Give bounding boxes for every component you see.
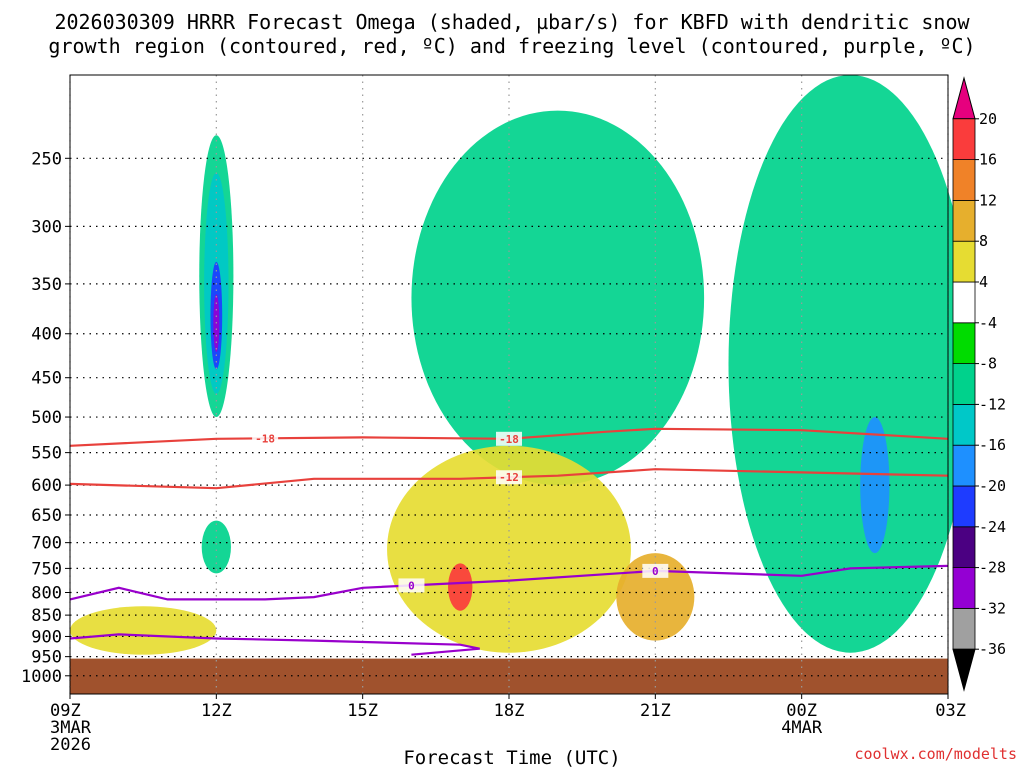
colorbar-segment-8 <box>953 323 975 364</box>
x-tick-label-6: 15Z <box>347 701 378 721</box>
colorbar: -36 -32 -28 -24 -20 -16 -12 -8 -4 4 8 12 16 20 <box>953 78 1006 690</box>
contour-label-0-0: -18 <box>255 432 275 445</box>
y-tick-label-800: 800 <box>31 583 62 603</box>
x-axis-label: Forecast Time (UTC) <box>403 747 620 768</box>
y-tick-label-250: 250 <box>31 149 62 169</box>
colorbar-label-13: 20 <box>979 110 997 128</box>
colorbar-label-1: -32 <box>979 599 1006 617</box>
colorbar-label-6: -12 <box>979 395 1006 413</box>
ground-fill <box>70 659 948 694</box>
omega-region-10 <box>70 606 216 654</box>
omega-region-7 <box>860 417 889 553</box>
colorbar-segment-9 <box>953 282 975 323</box>
colorbar-segment-1 <box>953 608 975 649</box>
colorbar-label-5: -16 <box>979 436 1006 454</box>
contour-label-2-0: 0 <box>408 579 415 592</box>
colorbar-label-8: -4 <box>979 314 997 332</box>
y-tick-label-950: 950 <box>31 648 62 668</box>
colorbar-segment-7 <box>953 364 975 405</box>
colorbar-segment-2 <box>953 568 975 609</box>
colorbar-segment-12 <box>953 160 975 201</box>
colorbar-label-0: -36 <box>979 640 1006 658</box>
colorbar-segment-4 <box>953 486 975 527</box>
y-tick-label-900: 900 <box>31 627 62 647</box>
y-tick-label-500: 500 <box>31 408 62 428</box>
omega-region-9 <box>448 563 472 610</box>
x-tick-sub2-0: 2026 <box>50 735 91 755</box>
x-tick-label-9: 18Z <box>494 701 525 721</box>
contour-label-0-1: -18 <box>499 433 519 446</box>
y-tick-label-450: 450 <box>31 369 62 389</box>
y-tick-label-600: 600 <box>31 476 62 496</box>
y-tick-label-300: 300 <box>31 217 62 237</box>
colorbar-bottom-arrow <box>953 649 975 690</box>
x-tick-label-18: 03Z <box>935 701 966 721</box>
colorbar-label-2: -28 <box>979 559 1006 577</box>
colorbar-label-7: -8 <box>979 355 997 373</box>
colorbar-label-10: 8 <box>979 232 988 250</box>
colorbar-segment-10 <box>953 241 975 282</box>
colorbar-label-11: 12 <box>979 191 997 209</box>
colorbar-label-9: 4 <box>979 273 988 291</box>
omega-region-4 <box>202 521 231 574</box>
y-tick-label-1000: 1000 <box>21 667 62 687</box>
colorbar-segment-3 <box>953 527 975 568</box>
y-tick-label-850: 850 <box>31 606 62 626</box>
plot-area <box>70 75 972 694</box>
colorbar-segment-5 <box>953 445 975 486</box>
colorbar-segment-11 <box>953 200 975 241</box>
y-tick-label-550: 550 <box>31 444 62 464</box>
colorbar-segment-6 <box>953 404 975 445</box>
y-tick-label-750: 750 <box>31 559 62 579</box>
x-tick-sub1-15: 4MAR <box>781 718 823 738</box>
credit-text: coolwx.com/modelts <box>854 745 1017 763</box>
colorbar-label-12: 16 <box>979 151 997 169</box>
y-tick-label-400: 400 <box>31 325 62 345</box>
x-tick-label-12: 21Z <box>640 701 671 721</box>
y-tick-label-700: 700 <box>31 534 62 554</box>
y-tick-label-650: 650 <box>31 506 62 526</box>
x-tick-label-3: 12Z <box>201 701 232 721</box>
colorbar-segment-13 <box>953 119 975 160</box>
chart-title-line1: 2026030309 HRRR Forecast Omega (shaded, … <box>54 10 970 34</box>
chart-title-line2: growth region (contoured, red, ºC) and f… <box>48 34 975 58</box>
y-tick-label-350: 350 <box>31 275 62 295</box>
contour-label-1-0: -12 <box>499 471 519 484</box>
contour-label-2-1: 0 <box>652 565 659 578</box>
colorbar-label-4: -20 <box>979 477 1006 495</box>
colorbar-label-3: -24 <box>979 518 1006 536</box>
colorbar-top-arrow <box>953 78 975 119</box>
